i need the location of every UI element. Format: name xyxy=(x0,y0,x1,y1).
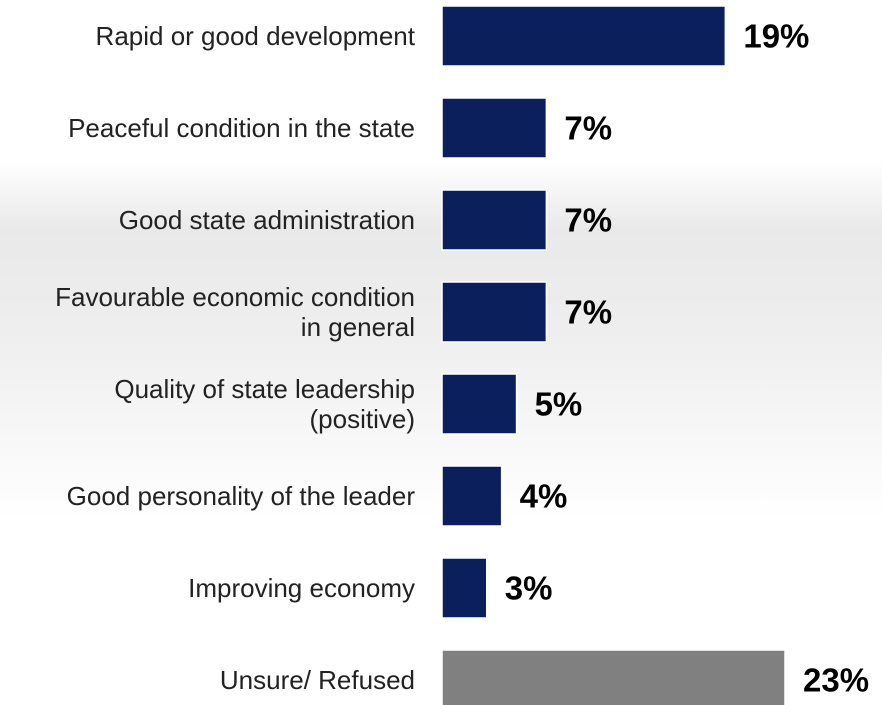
bar-7 xyxy=(441,649,786,705)
value-label-7: 23% xyxy=(803,662,869,699)
value-label-4: 5% xyxy=(535,386,583,423)
category-label-6: Improving economy xyxy=(188,573,415,603)
category-label-3-line-1: in general xyxy=(301,312,415,342)
bar-1 xyxy=(441,97,548,159)
category-label-4: Quality of state leadership (positive) xyxy=(114,374,415,434)
category-label-6-line-0: Improving economy xyxy=(188,573,415,603)
bar-5 xyxy=(441,465,503,527)
value-label-6: 3% xyxy=(505,570,553,607)
bar-3 xyxy=(441,281,548,343)
bar-0 xyxy=(441,5,727,67)
bar-6 xyxy=(441,557,488,619)
category-label-0: Rapid or good development xyxy=(96,21,416,51)
bar-4 xyxy=(441,373,518,435)
category-labels-group: Rapid or good development Peaceful condit… xyxy=(55,21,416,695)
category-label-3: Favourable economic condition in general xyxy=(55,282,415,342)
category-label-2-line-0: Good state administration xyxy=(119,205,415,235)
value-label-1: 7% xyxy=(564,110,612,147)
category-label-4-line-0: Quality of state leadership xyxy=(114,374,415,404)
category-label-0-line-0: Rapid or good development xyxy=(96,21,416,51)
category-label-5-line-0: Good personality of the leader xyxy=(67,481,416,511)
value-label-5: 4% xyxy=(520,478,568,515)
bars-group xyxy=(441,5,786,705)
bar-2 xyxy=(441,189,548,251)
category-label-1: Peaceful condition in the state xyxy=(68,113,415,143)
category-label-2: Good state administration xyxy=(119,205,415,235)
value-label-2: 7% xyxy=(564,202,612,239)
category-label-7: Unsure/ Refused xyxy=(220,665,415,695)
category-label-1-line-0: Peaceful condition in the state xyxy=(68,113,415,143)
value-label-0: 19% xyxy=(743,18,809,55)
category-label-7-line-0: Unsure/ Refused xyxy=(220,665,415,695)
category-label-3-line-0: Favourable economic condition xyxy=(55,282,415,312)
category-label-5: Good personality of the leader xyxy=(67,481,416,511)
value-label-3: 7% xyxy=(564,294,612,331)
category-label-4-line-1: (positive) xyxy=(310,404,415,434)
value-labels-group: 19% 7% 7% 7% 5% 4% 3% 23% xyxy=(505,18,869,699)
